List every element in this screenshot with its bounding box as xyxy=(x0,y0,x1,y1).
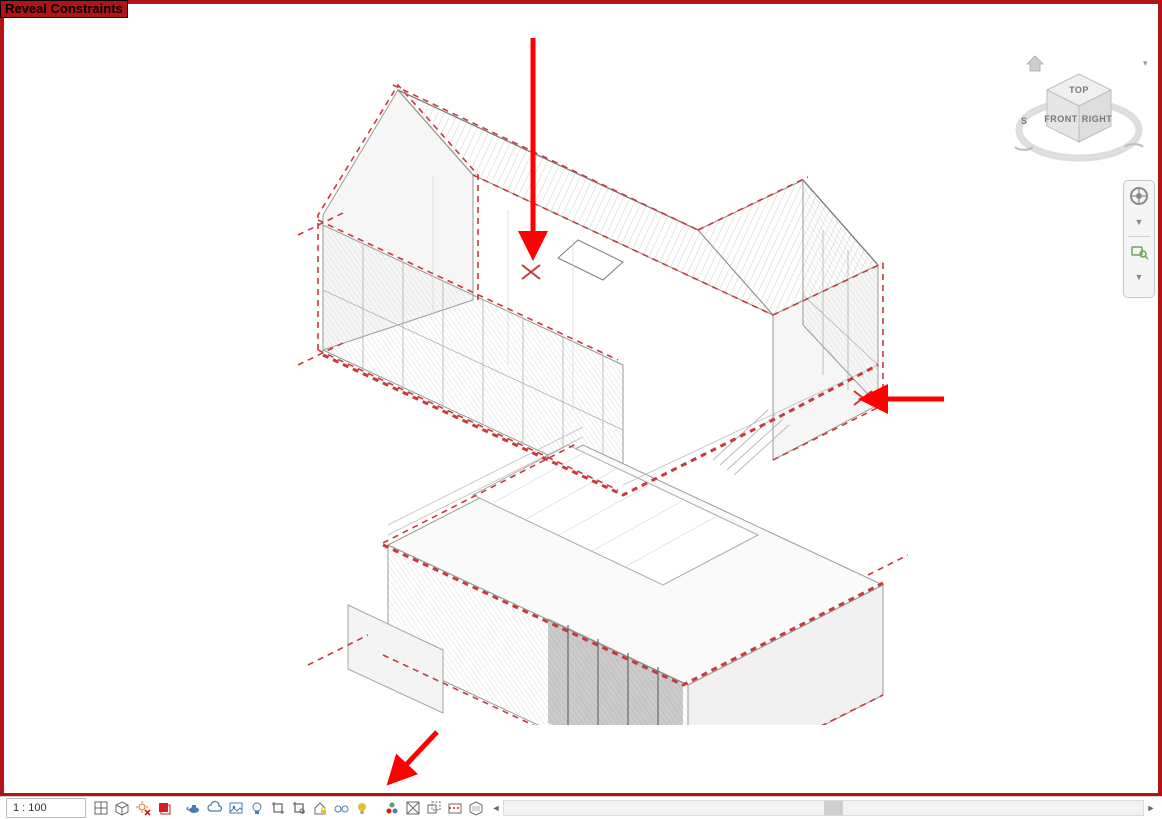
analytical-model-icon xyxy=(405,800,421,816)
render-gallery-button[interactable] xyxy=(227,799,245,817)
worksharing-display-icon xyxy=(384,800,400,816)
zoom-region-icon xyxy=(1129,241,1149,261)
graphic-display-options-icon xyxy=(93,800,109,816)
scroll-left-arrow[interactable]: ◄ xyxy=(489,801,503,815)
horizontal-scrollbar[interactable]: ◄ ► xyxy=(489,800,1158,816)
sun-path-button[interactable] xyxy=(134,799,152,817)
analytical-model-button[interactable] xyxy=(404,799,422,817)
navigation-bar[interactable]: ▼ ▼ xyxy=(1123,180,1155,298)
viewcube-compass-s: S xyxy=(1021,116,1028,126)
view-control-icons xyxy=(92,799,485,817)
scroll-right-arrow[interactable]: ► xyxy=(1144,801,1158,815)
mode-banner: Reveal Constraints xyxy=(0,0,128,18)
view-scale-value: 1 : 100 xyxy=(13,802,47,814)
show-render-button[interactable] xyxy=(248,799,266,817)
shadows-button[interactable] xyxy=(155,799,173,817)
section-box-button[interactable] xyxy=(467,799,485,817)
steering-wheel-dropdown[interactable]: ▼ xyxy=(1127,210,1151,234)
visual-style-button[interactable] xyxy=(113,799,131,817)
graphic-display-options-button[interactable] xyxy=(92,799,110,817)
model-right-wing xyxy=(698,180,878,460)
render-gallery-icon xyxy=(228,800,244,816)
rendering-dialog-icon xyxy=(186,800,202,816)
highlight-displacement-button[interactable] xyxy=(425,799,443,817)
view-control-bar: 1 : 100 ◄ ► xyxy=(0,796,1162,819)
viewcube-home-icon[interactable] xyxy=(1027,56,1043,71)
scroll-track[interactable] xyxy=(503,800,1144,816)
zoom-dropdown[interactable]: ▼ xyxy=(1127,265,1151,289)
highlight-displacement-icon xyxy=(426,800,442,816)
crop-view-button[interactable] xyxy=(269,799,287,817)
section-box-icon xyxy=(468,800,484,816)
reveal-hidden-icon xyxy=(354,800,370,816)
render-in-cloud-button[interactable] xyxy=(206,799,224,817)
navbar-separator xyxy=(1128,236,1150,237)
shadows-icon xyxy=(156,800,172,816)
render-in-cloud-icon xyxy=(207,800,223,816)
viewcube-face-right[interactable]: RIGHT xyxy=(1082,114,1113,124)
crop-view-icon xyxy=(270,800,286,816)
show-crop-button[interactable] xyxy=(290,799,308,817)
reveal-hidden-button[interactable] xyxy=(353,799,371,817)
viewcube-face-front[interactable]: FRONT xyxy=(1044,114,1078,124)
viewcube[interactable]: S TOP FRONT RIGHT ▾ xyxy=(1005,52,1153,172)
mode-banner-label: Reveal Constraints xyxy=(5,1,123,16)
viewcube-menu-icon[interactable]: ▾ xyxy=(1143,58,1148,68)
worksharing-display-button[interactable] xyxy=(383,799,401,817)
sun-path-icon xyxy=(135,800,151,816)
chevron-down-icon: ▼ xyxy=(1135,273,1144,282)
temp-hide-button[interactable] xyxy=(332,799,350,817)
reveal-constraints-icon xyxy=(447,800,463,816)
show-crop-icon xyxy=(291,800,307,816)
model-upper-wing xyxy=(323,90,773,490)
steering-wheel-icon xyxy=(1129,186,1149,206)
reveal-constraints-button[interactable] xyxy=(446,799,464,817)
unlocked-3d-icon xyxy=(312,800,328,816)
chevron-down-icon: ▼ xyxy=(1135,218,1144,227)
unlocked-3d-button[interactable] xyxy=(311,799,329,817)
zoom-region-button[interactable] xyxy=(1127,239,1151,263)
rendering-dialog-button[interactable] xyxy=(185,799,203,817)
temp-hide-icon xyxy=(333,800,349,816)
show-render-icon xyxy=(249,800,265,816)
viewcube-face-top[interactable]: TOP xyxy=(1069,85,1089,95)
steering-wheel-button[interactable] xyxy=(1127,184,1151,208)
view-scale-selector[interactable]: 1 : 100 xyxy=(6,798,86,818)
visual-style-icon xyxy=(114,800,130,816)
scroll-thumb[interactable] xyxy=(824,801,843,815)
model-3d-view[interactable] xyxy=(268,65,908,725)
